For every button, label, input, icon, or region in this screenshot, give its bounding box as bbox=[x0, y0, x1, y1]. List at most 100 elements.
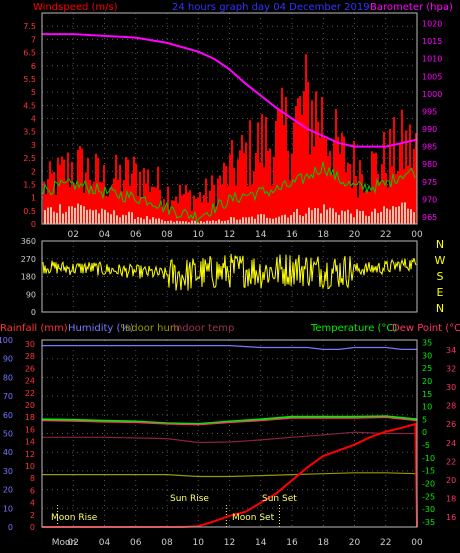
windspeed-tick-label: 0.5 bbox=[23, 207, 36, 216]
barometer-tick-label: 970 bbox=[422, 195, 437, 204]
wind-time-axis: 02 04 06 08 10 12 14 16 18 20 22 00 bbox=[68, 230, 423, 240]
compass-label: S bbox=[437, 270, 444, 283]
rainfall-line bbox=[42, 422, 418, 528]
temp-time-tick-label: 12 bbox=[224, 538, 235, 548]
temp-time-tick-label: 10 bbox=[193, 538, 205, 548]
rainfall-tick-label: 8 bbox=[30, 474, 35, 483]
wind-panel-frame bbox=[41, 12, 418, 225]
barometer-tick-label: 975 bbox=[422, 178, 437, 187]
legend-indoor-hum: Indoor hum bbox=[122, 323, 180, 334]
barometer-tick-label: 1010 bbox=[422, 55, 442, 64]
humidity-tick-label: 80 bbox=[3, 373, 13, 382]
wind-plot-area bbox=[42, 33, 418, 224]
windspeed-tick-label: 3.5 bbox=[23, 128, 36, 137]
windspeed-axis: 0 0.5 1 1.5 2 2.5 3 3.5 4 4.5 5 5.5 6 6.5 7 7.5 bbox=[23, 22, 36, 229]
direction-tick-label: 180 bbox=[21, 273, 36, 282]
rainfall-tick-label: 26 bbox=[25, 364, 35, 373]
wind-time-tick-label: 06 bbox=[130, 230, 142, 240]
temp-time-tick-label: 00 bbox=[411, 538, 423, 548]
rainfall-tick-label: 30 bbox=[25, 340, 35, 349]
legend-humidity: Humidity (%) bbox=[68, 323, 134, 334]
barometer-line bbox=[42, 33, 418, 148]
windspeed-axis-title: Windspeed (m/s) bbox=[33, 2, 118, 13]
temperature-tick-label: -5 bbox=[422, 441, 430, 450]
wind-panel: 00.511.522.533.544.555.566.577.5 9659709… bbox=[23, 2, 453, 240]
temperature-tick-label: -10 bbox=[422, 454, 435, 463]
indoor-temp-tick-label: 22 bbox=[446, 457, 456, 466]
barometer-tick-label: 985 bbox=[422, 143, 437, 152]
rainfall-tick-label: 16 bbox=[25, 425, 35, 434]
indoor-temp-axis: 16 18 20 22 24 26 28 30 32 34 bbox=[446, 346, 456, 522]
humidity-tick-label: 20 bbox=[3, 486, 13, 495]
temperature-axis: -35 -30 -25 -20 -15 -10 -5 0 5 10 15 20 25 30 35 bbox=[422, 339, 435, 527]
rainfall-tick-label: 10 bbox=[25, 462, 35, 471]
compass-label: N bbox=[436, 238, 444, 251]
direction-tick-label: 90 bbox=[26, 290, 36, 299]
windspeed-tick-label: 5.5 bbox=[23, 75, 36, 84]
temperature-tick-label: 0 bbox=[422, 428, 427, 437]
wind-time-tick-label: 14 bbox=[255, 230, 267, 240]
compass-label: E bbox=[437, 286, 444, 299]
temperature-tick-label: -30 bbox=[422, 505, 435, 514]
compass-label: N bbox=[436, 302, 444, 315]
rainfall-tick-label: 22 bbox=[25, 389, 35, 398]
rainfall-tick-label: 4 bbox=[30, 499, 35, 508]
legend-indoor-temp: Indoor temp bbox=[173, 323, 234, 334]
temp-rain-panel-frame bbox=[41, 339, 418, 528]
temperature-tick-label: -25 bbox=[422, 492, 435, 501]
barometer-tick-label: 1000 bbox=[422, 90, 442, 99]
temperature-tick-label: 30 bbox=[422, 351, 432, 360]
temp-time-tick-label: 18 bbox=[318, 538, 330, 548]
temperature-tick-label: 20 bbox=[422, 377, 432, 386]
humidity-tick-label: 30 bbox=[3, 467, 13, 476]
temperature-tick-label: -20 bbox=[422, 479, 435, 488]
barometer-axis-title: Barometer (hpa) bbox=[370, 2, 453, 13]
wind-time-tick-label: 02 bbox=[68, 230, 79, 240]
temperature-tick-label: 25 bbox=[422, 364, 432, 373]
barometer-tick-label: 990 bbox=[422, 125, 437, 134]
windspeed-tick-label: 6 bbox=[31, 62, 36, 71]
temp-time-tick-label: 16 bbox=[286, 538, 298, 548]
barometer-tick-label: 1015 bbox=[422, 37, 442, 46]
indoor-temp-tick-label: 30 bbox=[446, 383, 456, 392]
indoor-temp-line bbox=[42, 431, 417, 444]
temperature-tick-label: -35 bbox=[422, 518, 435, 527]
temp-time-tick-label: Moon bbox=[52, 538, 76, 548]
rainfall-tick-label: 0 bbox=[30, 523, 35, 532]
rainfall-tick-label: 6 bbox=[30, 486, 35, 495]
indoor-temp-tick-label: 18 bbox=[446, 494, 456, 503]
humidity-tick-label: 70 bbox=[3, 392, 13, 401]
indoor-temp-tick-label: 24 bbox=[446, 439, 456, 448]
temp-time-tick-label: 14 bbox=[255, 538, 267, 548]
indoor-temp-tick-label: 16 bbox=[446, 513, 456, 522]
humidity-tick-label: 0 bbox=[8, 523, 13, 532]
windspeed-tick-label: 4.5 bbox=[23, 101, 36, 110]
humidity-tick-label: 50 bbox=[3, 430, 13, 439]
rainfall-tick-label: 24 bbox=[25, 377, 35, 386]
indoor-temp-tick-label: 20 bbox=[446, 476, 456, 485]
barometer-tick-label: 1005 bbox=[422, 72, 442, 81]
graph-title: 24 hours graph day 04 December 2019 bbox=[172, 2, 370, 13]
direction-line bbox=[42, 253, 417, 291]
rainfall-tick-label: 18 bbox=[25, 413, 35, 422]
direction-tick-label: 360 bbox=[21, 237, 36, 246]
temperature-tick-label: 35 bbox=[422, 339, 432, 348]
humidity-tick-label: 40 bbox=[3, 448, 13, 457]
rainfall-tick-label: 28 bbox=[25, 352, 35, 361]
gust-line bbox=[42, 161, 416, 224]
temperature-tick-label: 10 bbox=[422, 403, 432, 412]
indoor-hum-line bbox=[42, 472, 418, 478]
dew-point-line bbox=[41, 416, 418, 426]
direction-axis: 0 90 180 270 360 bbox=[21, 237, 36, 317]
windspeed-tick-label: 3 bbox=[31, 141, 36, 150]
rainfall-tick-label: 20 bbox=[25, 401, 35, 410]
temp-time-tick-label: 08 bbox=[161, 538, 173, 548]
direction-tick-label: 0 bbox=[31, 308, 36, 317]
windspeed-tick-label: 1 bbox=[31, 194, 36, 203]
windspeed-tick-label: 2 bbox=[31, 167, 36, 176]
humidity-tick-label: 10 bbox=[3, 504, 13, 513]
